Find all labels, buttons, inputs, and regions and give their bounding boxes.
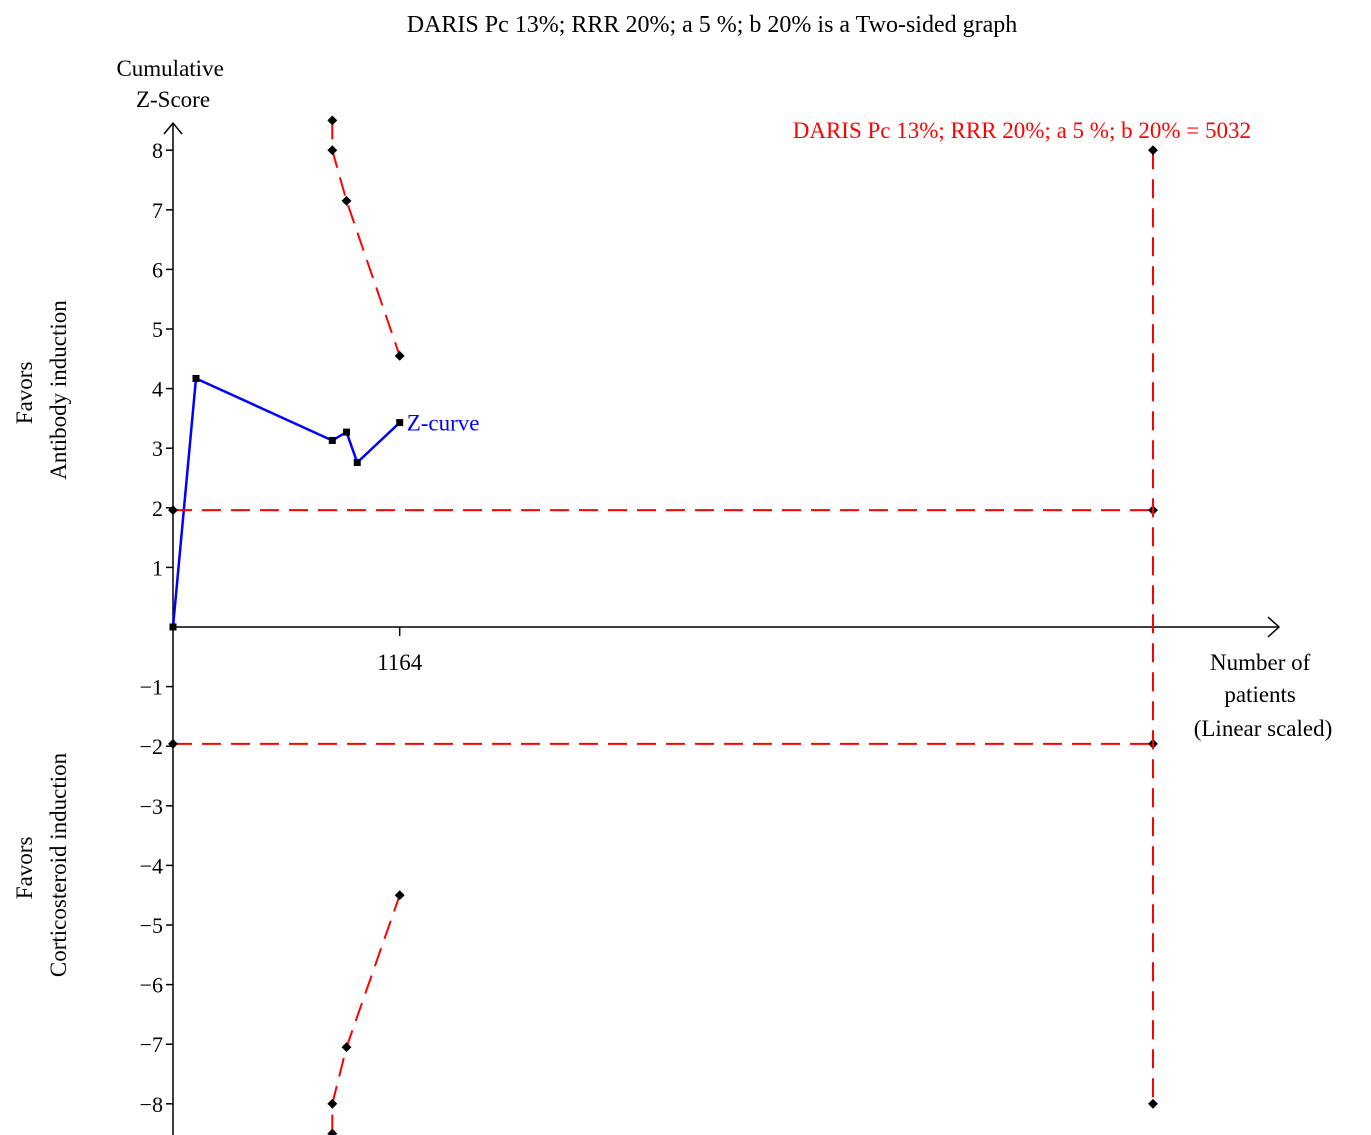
- upper-monitoring-boundary-line: [331, 120, 401, 357]
- x-axis-arrow: [1267, 616, 1281, 638]
- x-axis-title: Number of patients (Linear scaled): [1194, 650, 1333, 741]
- y-tick-label: 2: [152, 496, 163, 521]
- lower-monitoring-boundary-point: [394, 890, 405, 901]
- z-curve-line: [171, 376, 401, 628]
- lower-monitoring-boundary-point: [341, 1042, 352, 1053]
- chart-title: DARIS Pc 13%; RRR 20%; a 5 %; b 20% is a…: [407, 12, 1018, 38]
- required-information-size-point: [1148, 145, 1158, 156]
- y-axis-title: Cumulative Z-Score: [116, 56, 229, 112]
- upper-monitoring-boundary-point: [341, 195, 352, 206]
- y-tick-label: −3: [140, 794, 163, 819]
- y-tick-label: −1: [140, 675, 163, 700]
- upper-monitoring-boundary-point: [327, 115, 338, 126]
- y-tick-label: 1: [152, 555, 163, 580]
- upper-monitoring-boundary-point: [394, 350, 405, 361]
- y-tick-label: −2: [140, 734, 163, 759]
- lower-monitoring-boundary-line: [331, 894, 401, 1134]
- upper-favors-line: Favors: [12, 362, 37, 425]
- z-curve-label: Z-curve: [407, 411, 480, 436]
- z-curve-point: [343, 428, 351, 436]
- y-tick-label: 6: [152, 257, 163, 282]
- z-curve-point: [396, 419, 404, 427]
- upper-monitoring-boundary-point: [327, 145, 338, 156]
- lower-favors-label: Favors Corticosteroid induction: [12, 752, 71, 977]
- z-curve-point: [353, 459, 361, 467]
- ris-label: DARIS Pc 13%; RRR 20%; a 5 %; b 20% = 50…: [793, 118, 1251, 143]
- y-tick-label: 8: [152, 138, 163, 163]
- y-axis-arrow: [163, 121, 183, 135]
- y-tick-label: 4: [152, 377, 163, 402]
- y-tick-label: −5: [140, 913, 163, 938]
- required-information-size-point: [1148, 1098, 1158, 1109]
- y-tick-label: 7: [152, 198, 163, 223]
- y-axis-title-line: Z-Score: [136, 87, 210, 112]
- lower-monitoring-boundary-point: [327, 1128, 338, 1135]
- upper-conventional-boundary-point: [168, 505, 178, 516]
- x-axis-title-line: (Linear scaled): [1194, 716, 1333, 741]
- x-axis-title-line: Number of: [1210, 650, 1311, 675]
- ticks: 8 7 6 5 4 3 2 1 −1 −2 −3 −4 −5 −6 −7 −8 1164: [140, 138, 423, 1117]
- upper-favors-line: Antibody induction: [46, 300, 71, 480]
- y-tick-label: 5: [152, 317, 163, 342]
- upper-favors-label: Favors Antibody induction: [12, 300, 71, 480]
- y-tick-label: −7: [140, 1032, 163, 1057]
- lower-favors-line: Corticosteroid induction: [46, 752, 71, 977]
- y-axis-title-line: Cumulative: [116, 56, 223, 81]
- lower-monitoring-boundary-point: [327, 1098, 338, 1109]
- z-curve-point: [192, 374, 200, 382]
- axes: [163, 121, 1281, 1135]
- x-tick-label: 1164: [377, 650, 423, 675]
- y-tick-label: −4: [140, 853, 163, 878]
- y-tick-label: 3: [152, 436, 163, 461]
- series-layer: Z-curve: [168, 115, 1158, 1135]
- y-tick-label: −8: [140, 1092, 163, 1117]
- z-curve-point: [169, 623, 177, 631]
- z-curve-point: [328, 436, 336, 444]
- lower-conventional-boundary-point: [168, 738, 178, 749]
- lower-favors-line: Favors: [12, 837, 37, 900]
- y-tick-label: −6: [140, 973, 163, 998]
- x-axis-title-line: patients: [1224, 682, 1296, 707]
